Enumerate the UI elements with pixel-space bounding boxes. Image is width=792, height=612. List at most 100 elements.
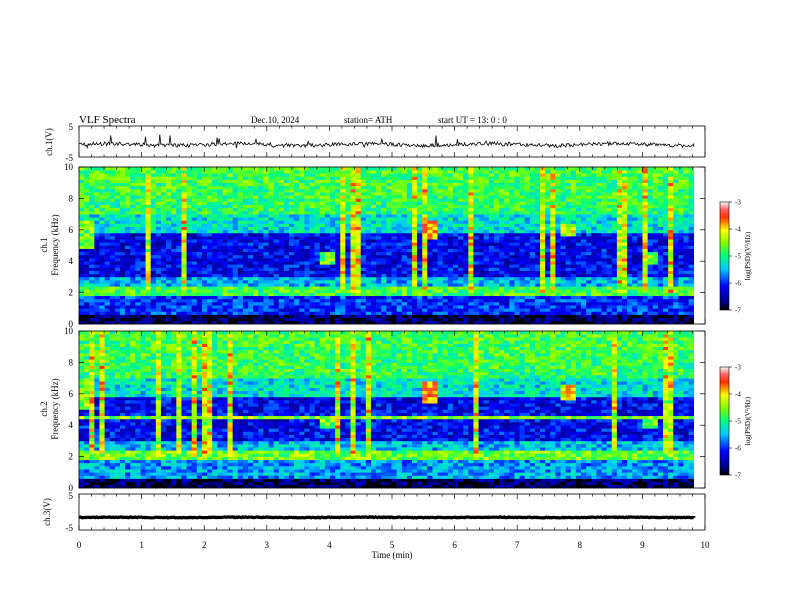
spectrogram-cell bbox=[283, 201, 290, 205]
ch1-spectrogram-image bbox=[79, 167, 705, 325]
spectrogram-cell bbox=[104, 195, 111, 199]
spectrogram-cell bbox=[386, 188, 392, 193]
spectrogram-cell bbox=[550, 173, 556, 177]
spectrogram-cell bbox=[212, 223, 218, 227]
spectrogram-cell bbox=[473, 176, 479, 180]
spectrogram-cell bbox=[176, 242, 182, 246]
spectrogram-cell bbox=[191, 320, 198, 325]
spectrogram-cell bbox=[355, 267, 362, 271]
spectrogram-cell bbox=[371, 314, 377, 319]
spectrogram-cell bbox=[186, 311, 192, 315]
spectrogram-cell bbox=[299, 223, 305, 227]
spectrogram-cell bbox=[575, 311, 582, 315]
spectrogram-cell bbox=[550, 245, 556, 249]
spectrogram-cell bbox=[565, 295, 572, 300]
spectrogram-cell bbox=[109, 258, 116, 262]
spectrogram-cell bbox=[79, 270, 85, 275]
spectrogram-cell bbox=[534, 245, 541, 249]
spectrogram-cell bbox=[166, 251, 172, 256]
spectrogram-cell bbox=[99, 248, 105, 253]
spectrogram-cell bbox=[89, 264, 95, 268]
spectrogram-cell bbox=[442, 232, 449, 237]
spectrogram-cell bbox=[365, 311, 372, 315]
spectrogram-cell bbox=[447, 229, 454, 234]
spectrogram-cell bbox=[125, 214, 131, 218]
spectrogram-cell bbox=[258, 254, 264, 259]
spectrogram-cell bbox=[427, 236, 433, 240]
spectrogram-cell bbox=[196, 182, 203, 187]
spectrogram-cell bbox=[314, 305, 321, 309]
spectrogram-cell bbox=[263, 236, 269, 240]
spectrogram-cell bbox=[478, 170, 484, 174]
spectrogram-cell bbox=[109, 226, 116, 231]
spectrogram-cell bbox=[268, 242, 274, 246]
spectrogram-cell bbox=[242, 179, 249, 183]
spectrogram-cell bbox=[452, 192, 459, 196]
spectrogram-cell bbox=[186, 204, 192, 209]
spectrogram-cell bbox=[458, 201, 464, 205]
spectrogram-cell bbox=[278, 258, 285, 262]
spectrogram-cell bbox=[570, 229, 577, 234]
spectrogram-cell bbox=[166, 276, 172, 281]
spectrogram-cell bbox=[504, 245, 510, 249]
spectrogram-cell bbox=[324, 207, 331, 212]
spectrogram-cell bbox=[478, 317, 484, 322]
spectrogram-cell bbox=[324, 289, 331, 293]
spectrogram-cell bbox=[396, 182, 403, 187]
spectrogram-cell bbox=[458, 188, 464, 193]
spectrogram-cell bbox=[196, 198, 203, 202]
spectrogram-cell bbox=[263, 204, 269, 209]
spectrogram-cell bbox=[212, 170, 218, 174]
spectrogram-cell bbox=[365, 195, 372, 199]
spectrogram-cell bbox=[350, 229, 356, 234]
spectrogram-cell bbox=[524, 302, 531, 306]
spectrogram-cell bbox=[345, 248, 351, 253]
spectrogram-cell bbox=[560, 176, 566, 180]
spectrogram-cell bbox=[217, 298, 223, 303]
spectrogram-cell bbox=[94, 223, 100, 227]
spectrogram-cell bbox=[253, 248, 259, 253]
spectrogram-cell bbox=[263, 295, 269, 300]
spectrogram-cell bbox=[125, 207, 131, 212]
spectrogram-cell bbox=[222, 170, 228, 174]
spectrogram-cell bbox=[119, 258, 126, 262]
spectrogram-cell bbox=[452, 188, 459, 193]
spectrogram-cell bbox=[145, 210, 152, 215]
spectrogram-cell bbox=[468, 185, 474, 190]
spectrogram-cell bbox=[335, 289, 341, 293]
spectrogram-cell bbox=[171, 188, 177, 193]
spectrogram-cell bbox=[386, 239, 392, 243]
spectrogram-cell bbox=[371, 204, 377, 209]
spectrogram-cell bbox=[324, 176, 331, 180]
spectrogram-cell bbox=[504, 311, 510, 315]
spectrogram-cell bbox=[396, 317, 403, 322]
spectrogram-cell bbox=[135, 295, 141, 300]
spectrogram-cell bbox=[468, 289, 474, 293]
spectrogram-cell bbox=[488, 320, 495, 325]
spectrogram-cell bbox=[176, 214, 182, 218]
spectrogram-cell bbox=[565, 232, 572, 237]
spectrogram-cell bbox=[483, 320, 490, 325]
spectrogram-cell bbox=[524, 311, 531, 315]
spectrogram-cell bbox=[473, 229, 479, 234]
spectrogram-cell bbox=[335, 245, 341, 249]
spectrogram-cell bbox=[514, 195, 520, 199]
spectrogram-cell bbox=[555, 314, 561, 319]
spectrogram-cell bbox=[166, 280, 172, 284]
spectrogram-cell bbox=[463, 226, 469, 231]
spectrogram-cell bbox=[437, 289, 444, 293]
spectrogram-cell bbox=[509, 276, 515, 281]
spectrogram-cell bbox=[514, 270, 520, 275]
spectrogram-cell bbox=[504, 292, 510, 297]
spectrogram-cell bbox=[365, 270, 372, 275]
spectrogram-cell bbox=[125, 195, 131, 199]
spectrogram-cell bbox=[248, 311, 254, 315]
spectrogram-cell bbox=[565, 185, 572, 190]
spectrogram-cell bbox=[319, 317, 326, 322]
spectrogram-cell bbox=[529, 254, 536, 259]
spectrogram-cell bbox=[540, 308, 546, 312]
spectrogram-cell bbox=[125, 176, 131, 180]
spectrogram-cell bbox=[130, 242, 136, 246]
spectrogram-cell bbox=[340, 317, 346, 322]
spectrogram-cell bbox=[289, 220, 295, 224]
